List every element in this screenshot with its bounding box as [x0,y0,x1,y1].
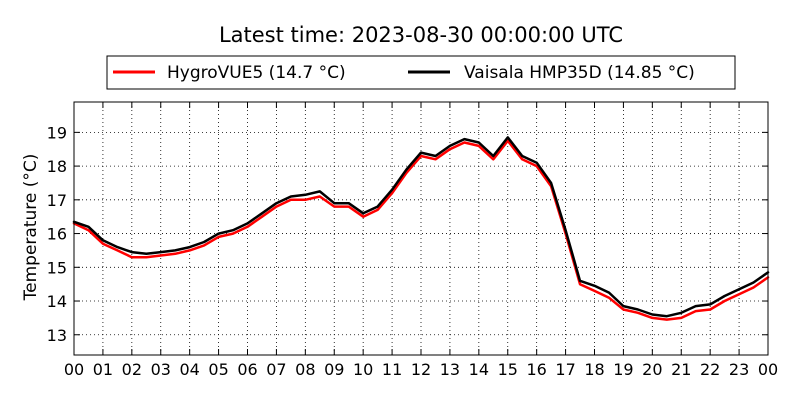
x-tick-label: 01 [93,360,113,379]
axis-ticks: 00 01 02 03 04 05 06 07 08 09 10 11 12 13 14 15 16 17 18 19… [47,102,778,379]
x-tick-label: 22 [700,360,720,379]
y-tick-label: 15 [47,258,67,277]
y-tick-label: 16 [47,225,67,244]
x-tick-label: 02 [122,360,142,379]
y-tick-label: 19 [47,123,67,142]
y-tick-label: 18 [47,157,67,176]
series-line-1 [72,136,770,318]
x-tick-label: 09 [324,360,344,379]
x-tick-label: 19 [613,360,633,379]
series-line-0 [72,139,770,321]
x-tick-label: 13 [440,360,460,379]
y-axis-label: Temperature (°C) [21,154,41,302]
series-lines [72,136,770,321]
x-tick-label: 05 [208,360,228,379]
y-tick-label: 14 [47,292,67,311]
chart-title: Latest time: 2023-08-30 00:00:00 UTC [219,23,623,47]
x-tick-label: 06 [237,360,257,379]
x-tick-label: 16 [526,360,546,379]
x-tick-label: 10 [353,360,373,379]
x-tick-label: 15 [498,360,518,379]
legend-label-hygrovue5: HygroVUE5 (14.7 °C) [167,63,346,83]
x-tick-label: 20 [642,360,662,379]
x-tick-label: 03 [151,360,171,379]
x-tick-label: 17 [555,360,575,379]
x-tick-label: 14 [469,360,489,379]
legend: HygroVUE5 (14.7 °C) Vaisala HMP35D (14.8… [106,55,736,90]
y-tick-label: 17 [47,191,67,210]
x-tick-label: 12 [411,360,431,379]
x-tick-label: 08 [295,360,315,379]
x-tick-label: 00 [758,360,778,379]
x-tick-label: 11 [382,360,402,379]
y-tick-label: 13 [47,326,67,345]
x-tick-label: 21 [671,360,691,379]
x-tick-label: 23 [729,360,749,379]
legend-label-vaisala: Vaisala HMP35D (14.85 °C) [464,63,695,83]
x-tick-label: 18 [584,360,604,379]
x-tick-label: 07 [266,360,286,379]
x-tick-label: 04 [179,360,199,379]
x-tick-label: 00 [64,360,84,379]
